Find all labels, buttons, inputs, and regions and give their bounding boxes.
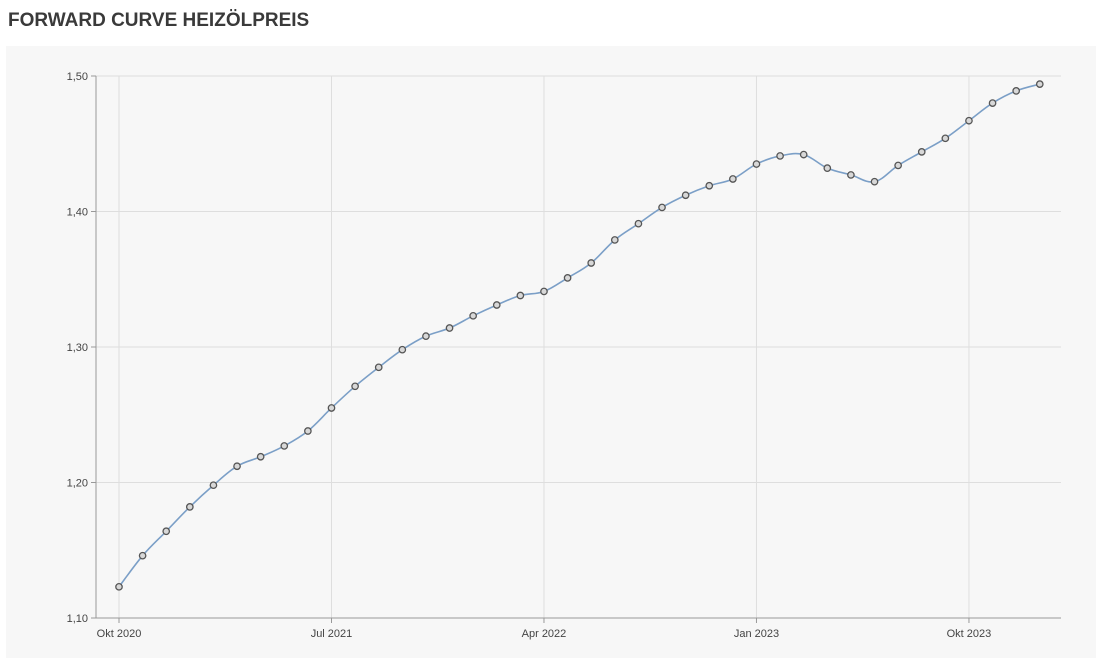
data-point — [115, 582, 123, 591]
data-point — [799, 150, 808, 159]
data-point — [469, 311, 477, 320]
x-tick-labels: Okt 2020 Jul 2021 Apr 2022 Jan 2023 Okt 2023 — [97, 628, 992, 640]
data-point — [610, 236, 619, 244]
data-point — [327, 404, 336, 412]
data-point — [209, 481, 218, 490]
y-tick-label: 1,50 — [67, 71, 88, 83]
data-points — [115, 80, 1044, 591]
data-point — [681, 191, 690, 200]
data-point — [398, 345, 407, 354]
data-point — [658, 203, 666, 212]
y-tick-label: 1,20 — [67, 478, 88, 490]
data-point — [870, 177, 879, 186]
chart-title: FORWARD CURVE HEIZÖLPREIS — [8, 10, 310, 31]
data-point — [1035, 80, 1044, 88]
y-tick-label: 1,10 — [67, 613, 88, 625]
data-point — [823, 164, 832, 172]
data-point — [233, 462, 241, 471]
x-tick-label: Apr 2022 — [522, 628, 567, 640]
data-point — [256, 452, 265, 461]
axes — [91, 75, 1061, 623]
data-point — [138, 551, 147, 560]
data-point — [445, 324, 454, 332]
data-point — [705, 181, 714, 190]
data-point — [185, 503, 194, 511]
x-tick-label: Okt 2020 — [97, 628, 142, 640]
data-point — [634, 219, 643, 228]
data-point — [422, 332, 430, 341]
data-point — [563, 274, 572, 282]
data-point — [162, 527, 171, 536]
y-tick-label: 1,30 — [67, 342, 88, 354]
data-point — [941, 134, 950, 143]
data-point — [894, 161, 902, 170]
series-line — [118, 83, 1041, 588]
series-line-group — [118, 83, 1041, 588]
grid-lines — [96, 75, 1061, 619]
x-tick-label: Okt 2023 — [947, 628, 992, 640]
data-point — [1012, 87, 1021, 95]
data-point — [729, 175, 737, 183]
data-point — [351, 382, 359, 391]
data-point — [752, 160, 761, 168]
chart-panel: 1,10 1,20 1,30 1,40 1,50 Okt 2020 Jul 2021 Apr… — [6, 46, 1096, 658]
data-point — [540, 287, 548, 296]
data-point — [492, 301, 501, 309]
line-chart: 1,10 1,20 1,30 1,40 1,50 Okt 2020 Jul 2021 Apr… — [67, 71, 1061, 640]
y-tick-label: 1,40 — [67, 207, 88, 219]
data-point — [374, 363, 383, 372]
data-point — [587, 259, 596, 267]
x-tick-label: Jan 2023 — [734, 628, 779, 640]
data-point — [776, 152, 784, 160]
data-point — [965, 116, 973, 125]
y-tick-labels: 1,10 1,20 1,30 1,40 1,50 — [67, 71, 88, 625]
data-point — [304, 427, 312, 435]
data-point — [988, 99, 997, 107]
data-point — [280, 442, 289, 450]
data-point — [917, 148, 926, 156]
x-tick-label: Jul 2021 — [311, 628, 353, 640]
data-point — [847, 171, 855, 179]
data-point — [516, 291, 525, 300]
